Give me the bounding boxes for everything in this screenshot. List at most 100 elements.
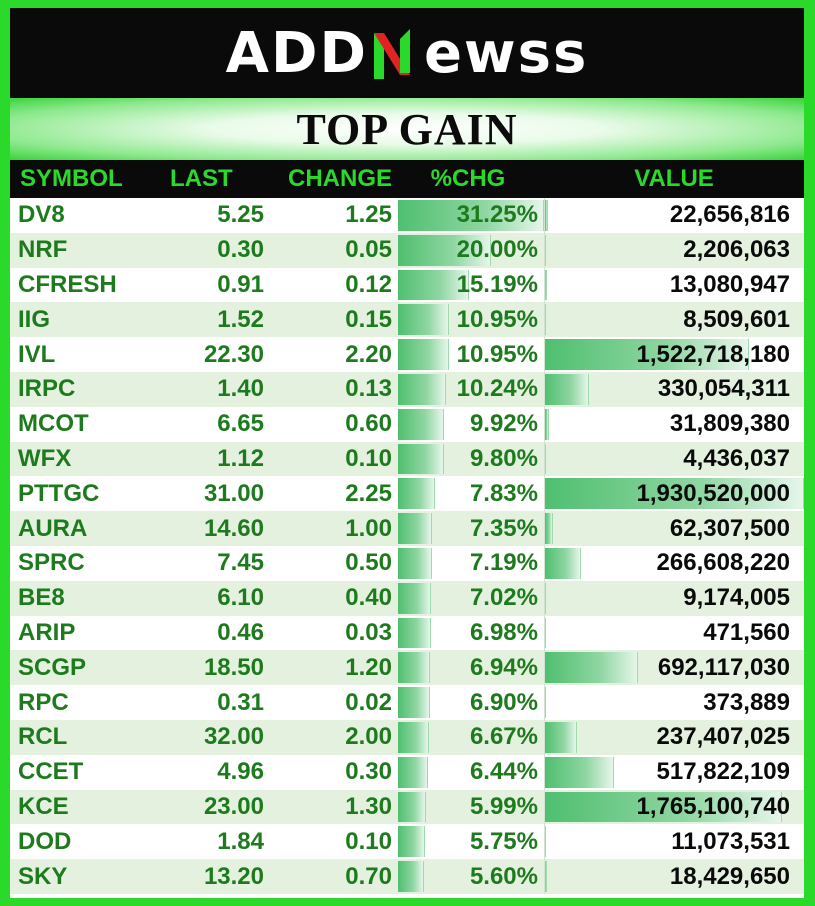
cell-value: 9,174,005 — [544, 580, 804, 616]
cell-value: 330,054,311 — [544, 371, 804, 407]
table-row[interactable]: DV8 5.25 1.25 31.25% 22,656,816 — [10, 198, 804, 233]
table-row[interactable]: PTTGC 31.00 2.25 7.83% 1,930,520,000 — [10, 476, 804, 512]
pct-text: 31.25% — [456, 201, 538, 229]
cell-last: 32.00 — [203, 723, 264, 751]
value-databar — [545, 721, 577, 753]
table-row[interactable]: SPRC 7.45 0.50 7.19% 266,608,220 — [10, 545, 804, 581]
addnewss-logo[interactable]: ADD ewss — [226, 21, 589, 86]
cell-last: 22.30 — [203, 340, 264, 368]
pct-text: 10.24% — [456, 375, 538, 403]
pct-databar — [398, 791, 426, 823]
cell-value: 1,522,718,180 — [544, 337, 804, 372]
value-text: 13,080,947 — [669, 270, 790, 298]
value-text: 18,429,650 — [669, 862, 790, 890]
table-row[interactable]: ARIP 0.46 0.03 6.98% 471,560 — [10, 615, 804, 651]
value-databar — [545, 617, 546, 649]
pct-databar — [398, 269, 469, 301]
cell-change: 1.00 — [345, 514, 392, 542]
cell-value: 31,809,380 — [544, 406, 804, 442]
cell-change: 2.00 — [345, 723, 392, 751]
table-row[interactable]: KCE 23.00 1.30 5.99% 1,765,100,740 — [10, 789, 804, 825]
cell-symbol: MCOT — [18, 410, 89, 438]
pct-text: 7.35% — [469, 514, 538, 542]
pct-databar — [398, 826, 425, 858]
n-logo-mark-icon — [370, 25, 422, 81]
value-text: 373,889 — [703, 688, 790, 716]
value-text: 8,509,601 — [683, 305, 790, 333]
cell-change: 2.20 — [345, 340, 392, 368]
pct-text: 10.95% — [456, 305, 538, 333]
cell-last: 5.25 — [217, 201, 264, 229]
cell-change: 0.50 — [345, 549, 392, 577]
cell-pct-change: 9.92% — [398, 407, 544, 442]
pct-databar — [398, 687, 431, 718]
cell-symbol: RCL — [18, 723, 68, 751]
cell-last: 31.00 — [203, 479, 264, 507]
cell-last: 1.52 — [217, 305, 264, 333]
table-row[interactable]: WFX 1.12 0.10 9.80% 4,436,037 — [10, 441, 804, 477]
cell-change: 0.12 — [345, 270, 392, 298]
col-header-last[interactable]: LAST — [170, 165, 233, 192]
table-row[interactable]: BE8 6.10 0.40 7.02% 9,174,005 — [10, 580, 804, 616]
cell-pct-change: 10.95% — [398, 337, 544, 372]
top-gain-table: SYMBOL LAST CHANGE %CHG VALUE DV8 5.25 1.2… — [10, 160, 804, 894]
table-row[interactable]: SKY 13.20 0.70 5.60% 18,429,650 — [10, 859, 804, 894]
table-row[interactable]: IIG 1.52 0.15 10.95% 8,509,601 — [10, 302, 804, 338]
pct-text: 9.92% — [469, 410, 538, 438]
cell-symbol: IIG — [18, 305, 51, 333]
cell-last: 1.12 — [217, 444, 264, 472]
cell-pct-change: 5.75% — [398, 824, 544, 859]
col-header-value[interactable]: VALUE — [634, 165, 714, 192]
pct-text: 5.75% — [469, 827, 538, 855]
pct-databar — [398, 234, 492, 266]
cell-change: 0.02 — [345, 688, 392, 716]
value-databar — [545, 756, 615, 788]
table-row[interactable]: RPC 0.31 0.02 6.90% 373,889 — [10, 685, 804, 720]
pct-text: 7.19% — [469, 549, 538, 577]
value-text: 1,930,520,000 — [636, 479, 790, 507]
table-row[interactable]: SCGP 18.50 1.20 6.94% 692,117,030 — [10, 650, 804, 686]
cell-pct-change: 7.19% — [398, 546, 544, 581]
table-row[interactable]: NRF 0.30 0.05 20.00% 2,206,063 — [10, 232, 804, 268]
cell-symbol: DOD — [18, 827, 72, 855]
cell-pct-change: 10.95% — [398, 302, 544, 337]
table-row[interactable]: IVL 22.30 2.20 10.95% 1,522,718,180 — [10, 337, 804, 372]
cell-change: 0.10 — [345, 827, 392, 855]
pct-databar — [398, 652, 431, 684]
pct-text: 9.80% — [469, 444, 538, 472]
pct-databar — [398, 721, 430, 753]
col-header-change[interactable]: CHANGE — [287, 165, 392, 192]
pct-text: 7.02% — [469, 584, 538, 612]
pct-text: 10.95% — [456, 340, 538, 368]
value-text: 330,054,311 — [657, 375, 790, 403]
value-text: 31,809,380 — [669, 410, 790, 438]
pct-databar — [398, 478, 435, 510]
table-row[interactable]: MCOT 6.65 0.60 9.92% 31,809,380 — [10, 406, 804, 442]
cell-symbol: DV8 — [18, 201, 65, 229]
cell-symbol: IVL — [18, 340, 56, 368]
table-row[interactable]: IRPC 1.40 0.13 10.24% 330,054,311 — [10, 371, 804, 407]
pct-databar — [398, 617, 431, 649]
cell-change: 0.10 — [345, 444, 392, 472]
cell-pct-change: 6.94% — [398, 650, 544, 685]
value-databar — [545, 408, 550, 440]
value-databar — [545, 652, 638, 684]
cell-last: 0.30 — [217, 236, 264, 264]
table-row[interactable]: CCET 4.96 0.30 6.44% 517,822,109 — [10, 754, 804, 790]
table-row[interactable]: DOD 1.84 0.10 5.75% 11,073,531 — [10, 824, 804, 860]
col-header-symbol[interactable]: SYMBOL — [20, 165, 123, 192]
table-row[interactable]: RCL 32.00 2.00 6.67% 237,407,025 — [10, 719, 804, 755]
cell-symbol: SPRC — [18, 549, 85, 577]
cell-last: 0.91 — [217, 270, 264, 298]
cell-last: 6.10 — [217, 584, 264, 612]
cell-last: 0.31 — [217, 688, 264, 716]
value-databar — [545, 547, 581, 579]
col-header-pct[interactable]: %CHG — [430, 165, 506, 192]
table-row[interactable]: CFRESH 0.91 0.12 15.19% 13,080,947 — [10, 267, 804, 303]
page-title: TOP GAIN — [296, 104, 518, 154]
value-text: 1,765,100,740 — [636, 792, 790, 820]
cell-value: 13,080,947 — [544, 267, 804, 303]
cell-symbol: WFX — [18, 444, 72, 472]
logo-text-right: ewss — [423, 20, 589, 86]
table-row[interactable]: AURA 14.60 1.00 7.35% 62,307,500 — [10, 511, 804, 546]
